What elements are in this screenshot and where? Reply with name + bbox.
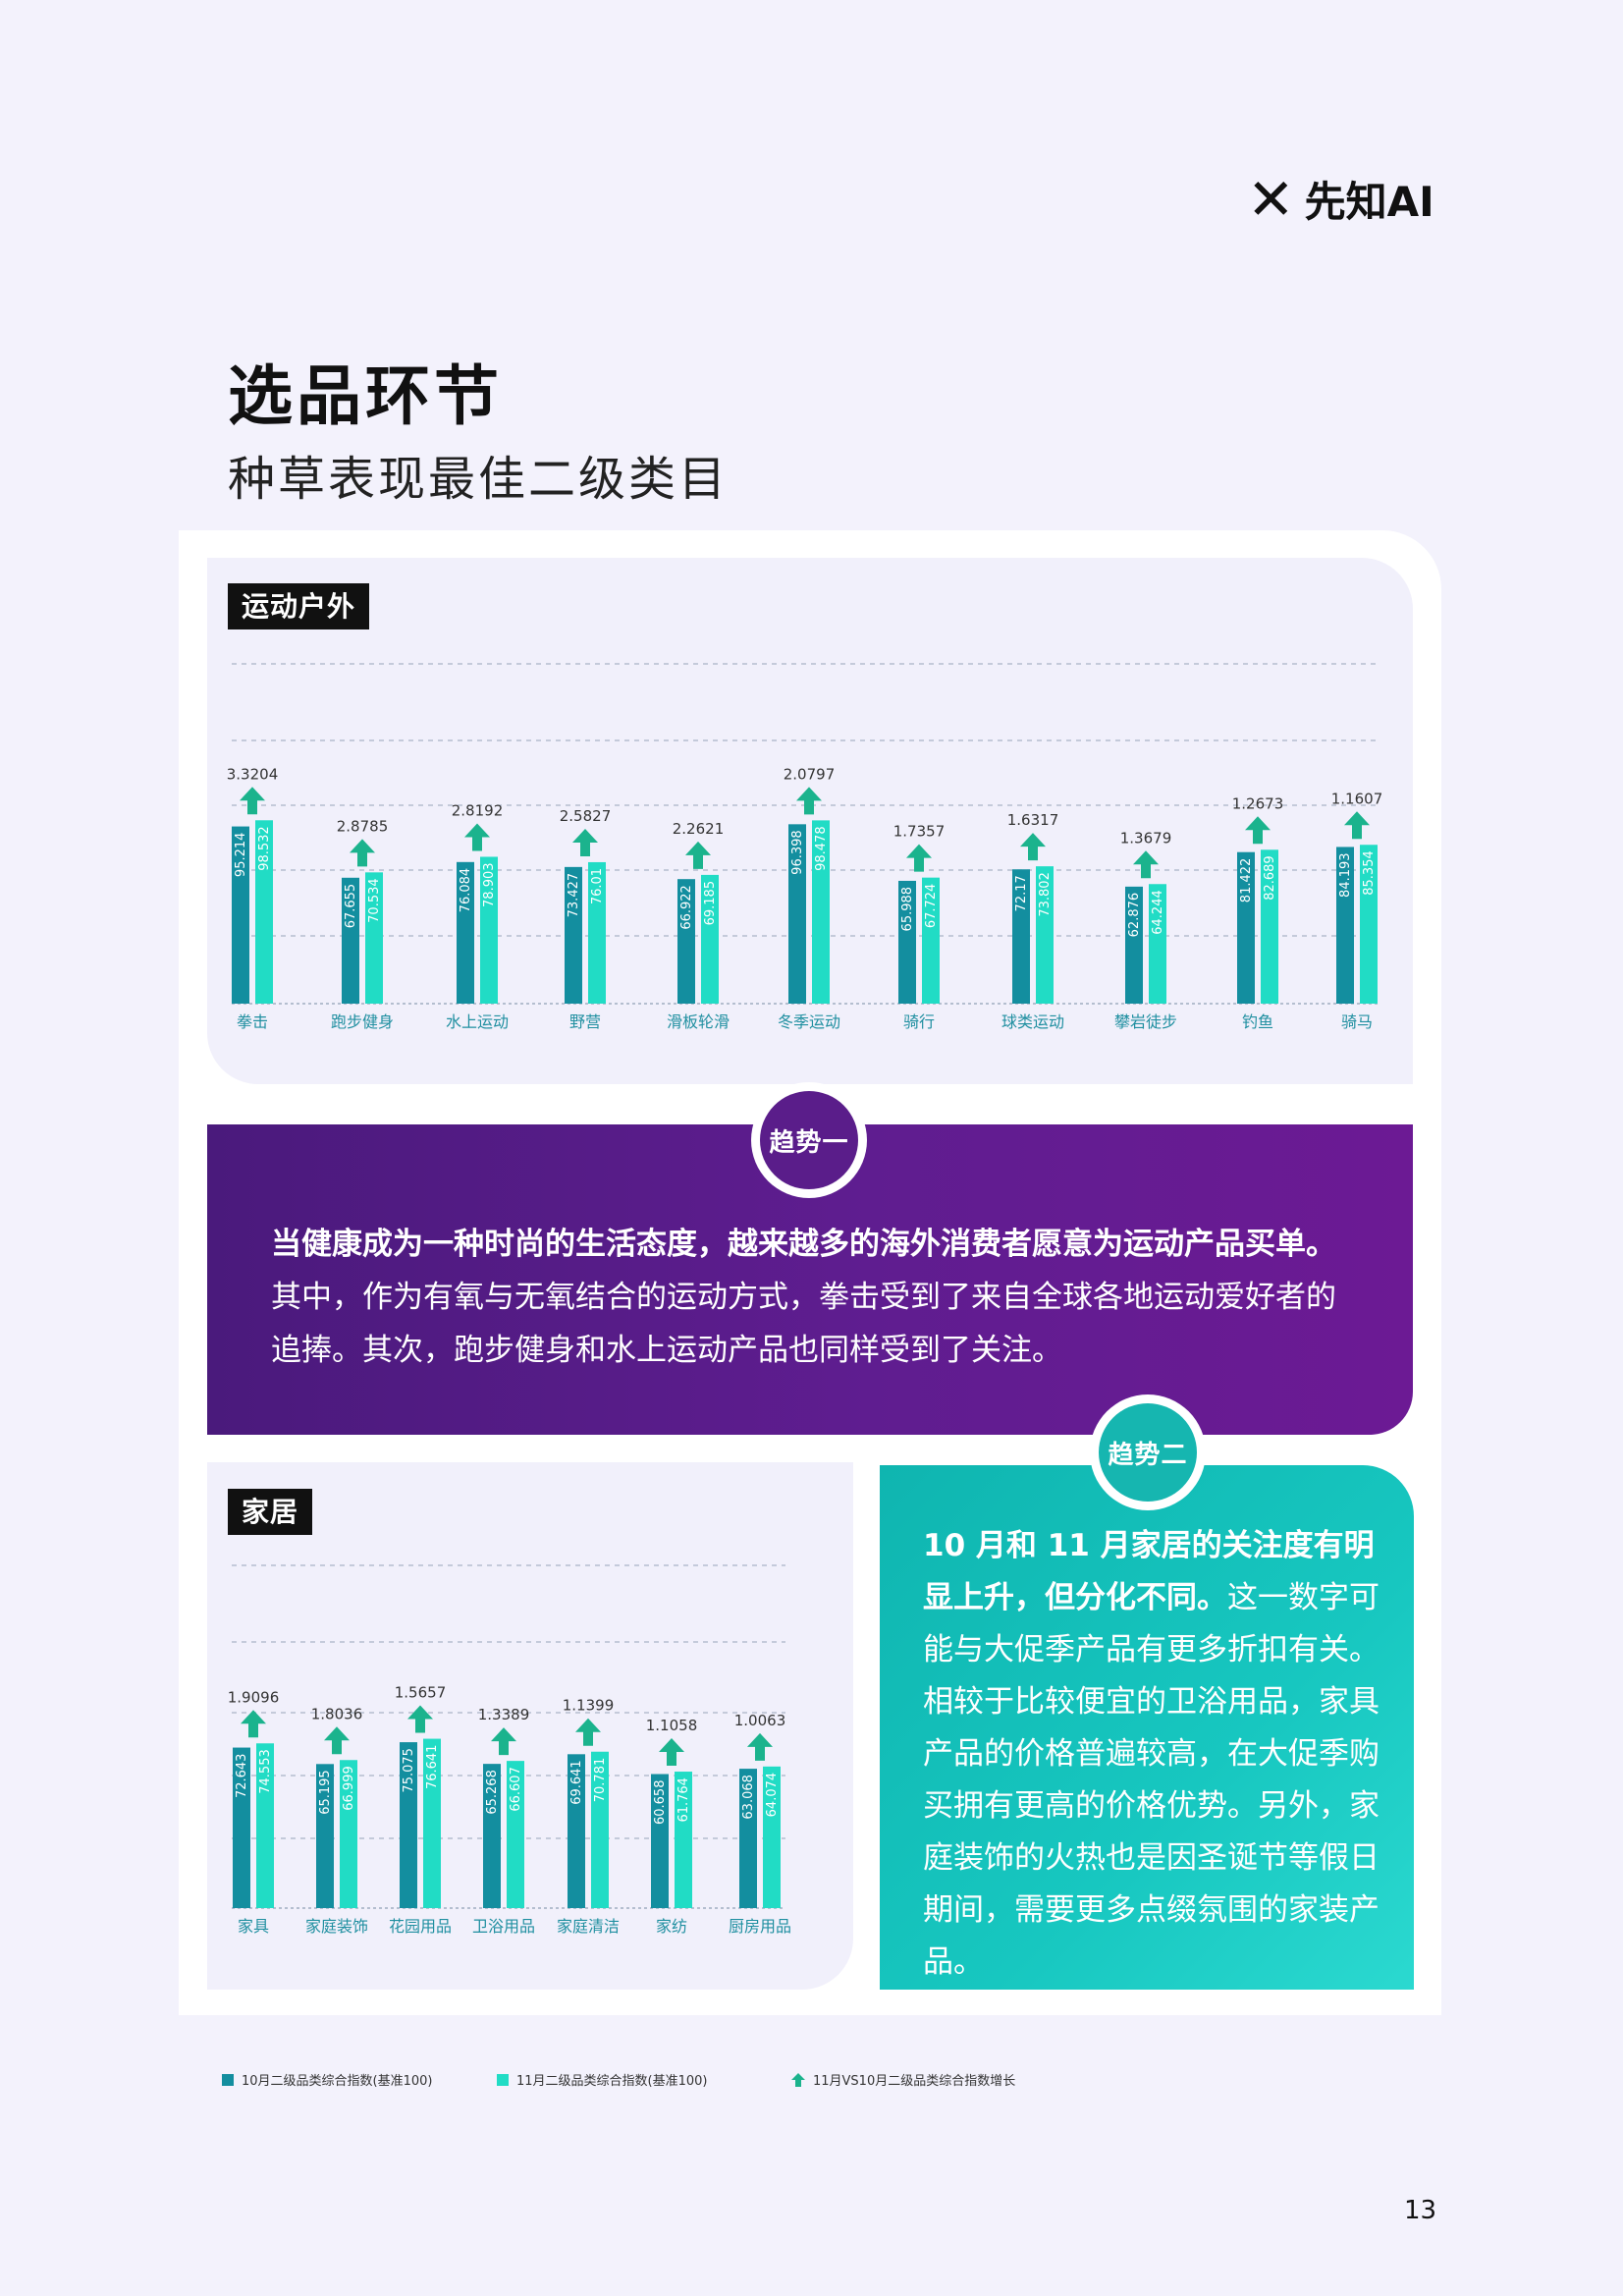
trend2-badge-label: 趋势二 [1099,1403,1197,1502]
legend-item-nov: 11月二级品类综合指数(基准100) [497,2070,708,2089]
chart-legend: 10月二级品类综合指数(基准100) 11月二级品类综合指数(基准100) 11… [222,2070,1204,2096]
trend2-body: 这一数字可能与大促季产品有更多折扣有关。相较于比较便宜的卫浴用品，家具产品的价格… [923,1580,1380,1980]
trend1-badge-label: 趋势一 [760,1091,858,1189]
legend-swatch-oct [222,2073,234,2086]
home-chart-title: 家居 [228,1489,313,1535]
trend1-text: 当健康成为一种时尚的生活态度，越来越多的海外消费者愿意为运动产品买单。其中，作为… [271,1218,1351,1377]
legend-label-growth: 11月VS10月二级品类综合指数增长 [813,2074,1016,2089]
sport-chart-panel [207,558,1413,1084]
trend1-badge: 趋势一 [751,1082,867,1198]
legend-label-nov: 11月二级品类综合指数(基准100) [516,2074,708,2089]
legend-arrow-icon [791,2072,805,2087]
sport-chart-title: 运动户外 [228,583,370,629]
page-title: 选品环节 [228,358,503,434]
trend2-badge: 趋势二 [1090,1394,1206,1510]
trend2-box [880,1465,1414,1990]
trend1-bold: 当健康成为一种时尚的生活态度，越来越多的海外消费者愿意为运动产品买单。 [271,1227,1336,1262]
trend1-body: 其中，作为有氧与无氧结合的运动方式，拳击受到了来自全球各地运动爱好者的追捧。其次… [271,1280,1336,1368]
page-number: 13 [1404,2196,1437,2225]
page-subtitle: 种草表现最佳二级类目 [228,452,730,507]
trend2-text: 10 月和 11 月家居的关注度有明显上升，但分化不同。这一数字可能与大促季产品… [923,1520,1384,1989]
legend-item-growth: 11月VS10月二级品类综合指数增长 [791,2070,1015,2089]
brand-name: 先知AI [1304,178,1434,226]
legend-label-oct: 10月二级品类综合指数(基准100) [242,2074,433,2089]
brand-logo: ✕ 先知AI [1247,169,1434,229]
legend-item-oct: 10月二级品类综合指数(基准100) [222,2070,433,2089]
legend-swatch-nov [497,2073,509,2086]
trend2-bold: 10 月和 11 月家居的关注度有明显上升，但分化不同。 [923,1528,1375,1615]
home-chart-panel [207,1462,853,1990]
logo-x-icon: ✕ [1247,165,1295,233]
